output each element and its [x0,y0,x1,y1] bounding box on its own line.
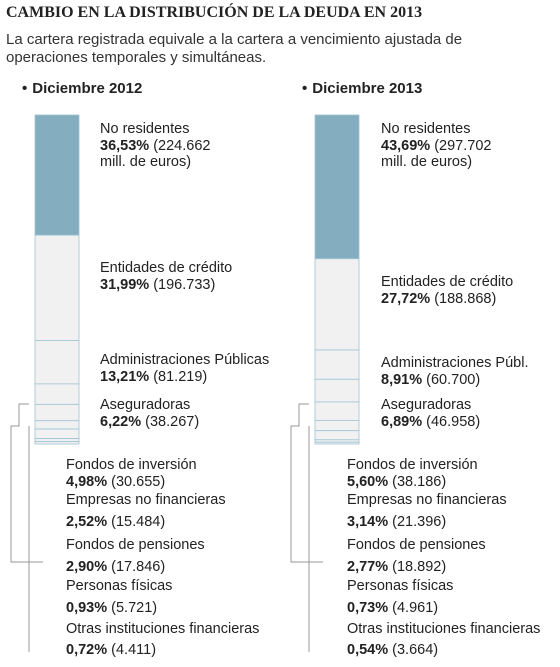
bar-segment-2013-7 [314,430,360,441]
label-2013-administraciones: Administraciones Públ. 8,91% (60.700) [381,355,529,388]
bullet-icon: • [22,80,28,97]
bar-segment-2012-8 [34,438,80,443]
bar-segment-2013-6 [314,419,360,432]
bar-segment-2012-4 [34,383,80,405]
bracket-2012 [10,403,43,563]
label-2013-personas-fisicas: Personas físicas 0,73% (4.961) [347,578,454,616]
label-2012-otras-instituciones: Otras instituciones financieras 0,72% (4… [66,621,260,658]
label-2012-no-residentes: No residentes 36,53% (224.662 mill. de e… [100,121,211,170]
bar-segment-2013-2 [314,258,360,351]
label-2013-fondos-inversion: Fondos de inversión 5,60% (38.186) [347,457,478,490]
label-2012-aseguradoras: Aseguradoras 6,22% (38.267) [100,397,200,430]
label-2012-fondos-inversion: Fondos de inversión 4,98% (30.655) [66,457,197,490]
bracket-2013 [290,403,323,563]
label-2012-empresas-no-financieras: Empresas no financieras 2,52% (15.484) [66,492,226,530]
bar-segment-2012-2 [34,234,80,341]
label-2013-otras-instituciones: Otras instituciones financieras 0,54% (3… [347,621,541,658]
chart-subtitle: La cartera registrada equivale a la cart… [6,31,463,66]
chart-title: CAMBIO EN LA DISTRIBUCIÓN DE LA DEUDA EN… [6,4,423,21]
label-2012-fondos-pensiones: Fondos de pensiones 2,90% (17.846) [66,537,205,575]
label-2012-entidades-credito: Entidades de crédito 31,99% (196.733) [100,260,233,293]
label-2013-no-residentes: No residentes 43,69% (297.702 mill. de e… [381,121,492,170]
column-heading-2012: • Diciembre 2012 [22,80,143,97]
bar-segment-2012-1 [34,114,80,236]
bullet-icon: • [302,80,308,97]
bar-segment-2013-3 [314,349,360,380]
label-2012-personas-fisicas: Personas físicas 0,93% (5.721) [66,578,173,616]
bar-segment-2013-1 [314,114,360,260]
label-2012-administraciones: Administraciones Públicas 13,21% (81.219… [100,352,270,385]
label-2013-aseguradoras: Aseguradoras 6,89% (46.958) [381,397,481,430]
bar-segment-2013-5 [314,401,360,421]
bar-segment-2013-4 [314,378,360,403]
label-2013-entidades-credito: Entidades de crédito 27,72% (188.868) [381,274,514,307]
label-2013-fondos-pensiones: Fondos de pensiones 2,77% (18.892) [347,537,486,575]
bar-segment-2012-3 [34,340,80,385]
bar-segment-2013-9 [314,441,360,445]
bar-segment-2012-5 [34,403,80,422]
bar-segment-2012-9 [34,441,80,445]
bar-segment-2012-6 [34,420,80,430]
column-heading-2013: • Diciembre 2013 [302,80,423,97]
label-2013-empresas-no-financieras: Empresas no financieras 3,14% (21.396) [347,492,507,530]
bar-segment-2012-7 [34,428,80,439]
